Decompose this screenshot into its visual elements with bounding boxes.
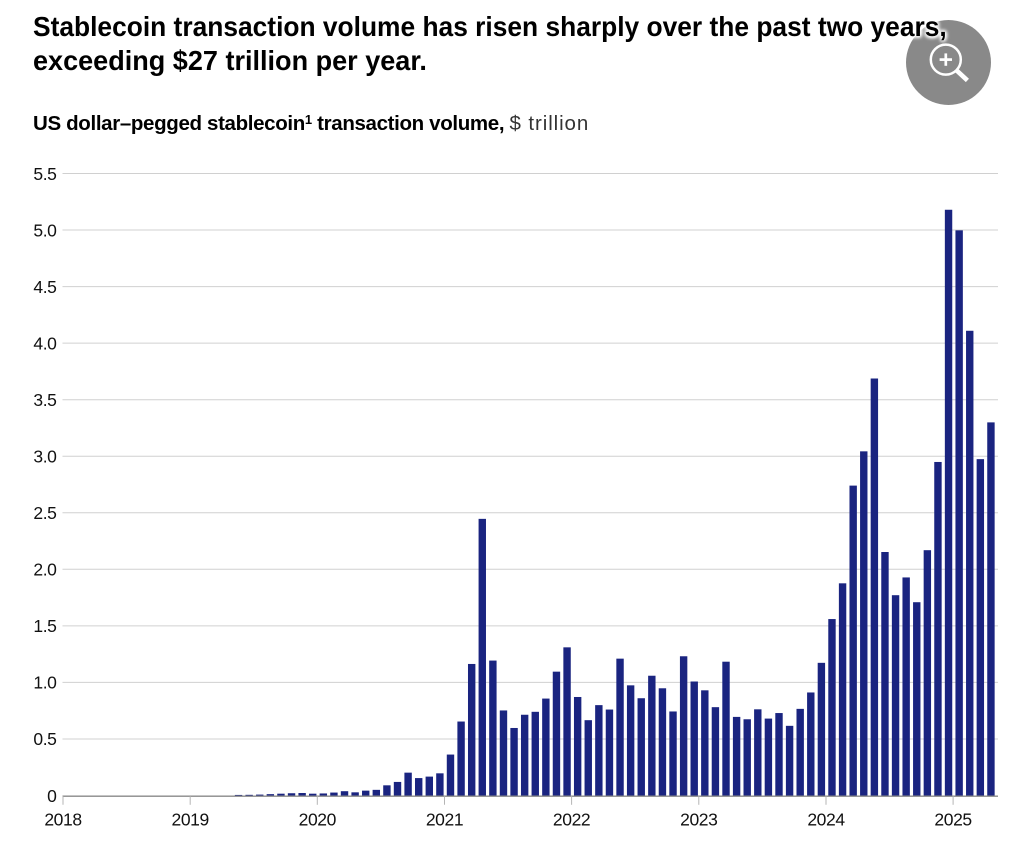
svg-text:5.0: 5.0 [33,220,57,240]
svg-text:1.5: 1.5 [33,616,56,636]
svg-text:0: 0 [47,786,57,806]
svg-text:2023: 2023 [680,810,717,830]
svg-text:5.5: 5.5 [33,164,56,184]
svg-text:2022: 2022 [553,810,590,830]
svg-text:2025: 2025 [934,810,971,830]
svg-text:1.0: 1.0 [33,673,57,693]
svg-text:3.0: 3.0 [33,447,57,467]
svg-text:2024: 2024 [807,810,845,830]
svg-text:2021: 2021 [426,810,463,830]
svg-text:3.5: 3.5 [33,390,56,410]
svg-text:2020: 2020 [299,810,337,830]
svg-text:4.5: 4.5 [33,277,56,297]
svg-text:2018: 2018 [44,810,81,830]
svg-text:2.0: 2.0 [33,560,57,580]
svg-text:2.5: 2.5 [33,503,56,523]
svg-text:0.5: 0.5 [33,729,56,749]
svg-text:2019: 2019 [172,810,209,830]
svg-text:4.0: 4.0 [33,333,57,353]
